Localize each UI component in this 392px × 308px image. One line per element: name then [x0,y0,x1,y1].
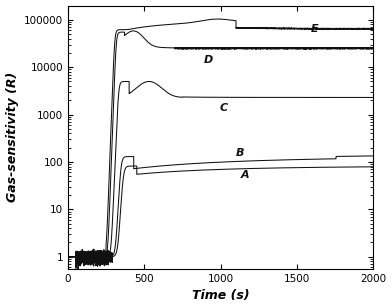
Text: C: C [219,103,227,113]
Text: E: E [311,24,318,34]
X-axis label: Time (s): Time (s) [192,290,250,302]
Text: D: D [204,55,213,65]
Text: B: B [236,148,245,158]
Y-axis label: Gas-sensitivity (R): Gas-sensitivity (R) [5,72,18,202]
Text: A: A [241,170,249,180]
